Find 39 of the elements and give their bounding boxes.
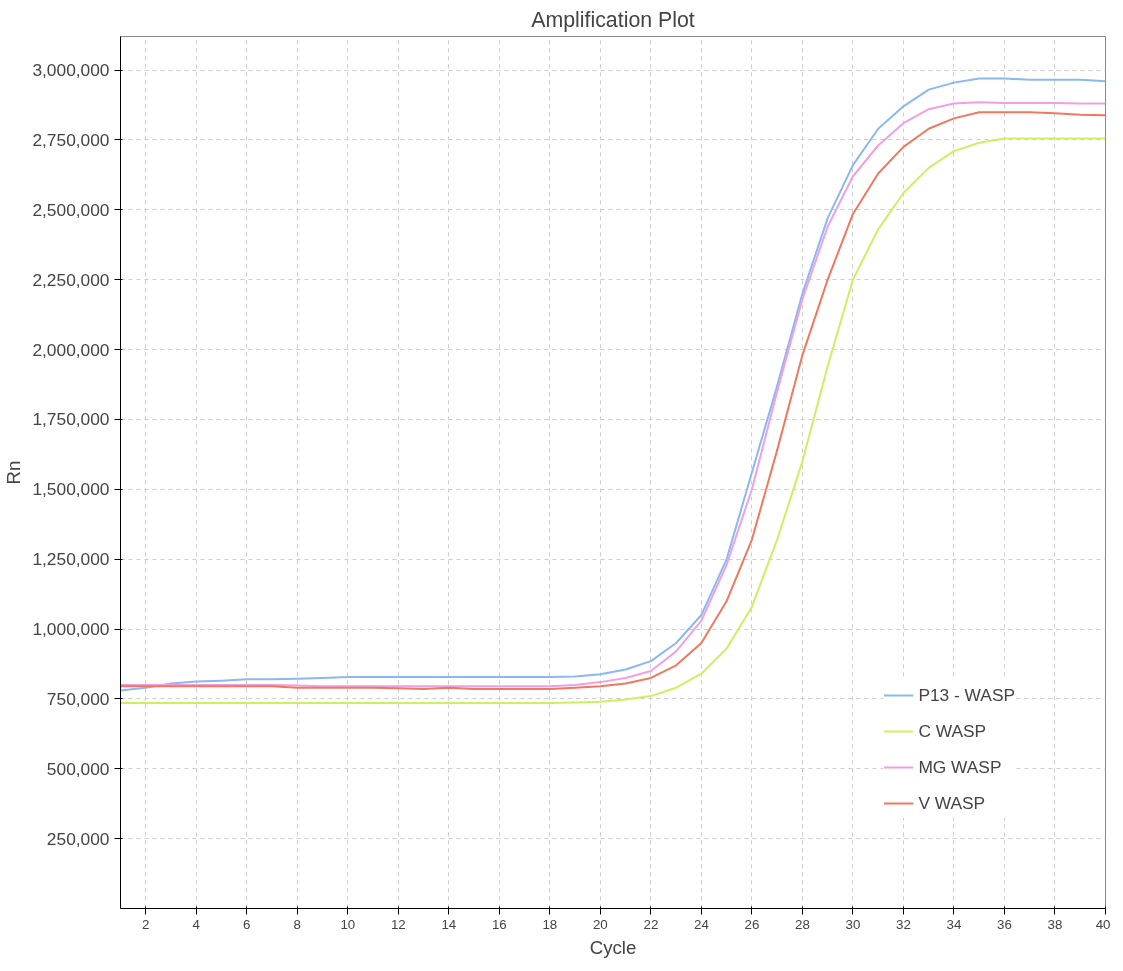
- y-axis-title: Rn: [3, 460, 25, 485]
- x-tick-label: 18: [542, 916, 558, 932]
- x-tick-label: 40: [1095, 916, 1111, 932]
- x-tick-label: 32: [896, 916, 911, 932]
- x-tick-label: 22: [643, 916, 659, 932]
- y-tick-label: 250,000: [46, 828, 110, 849]
- x-tick-label: 30: [845, 916, 861, 932]
- x-tick-label: 26: [744, 916, 760, 932]
- y-tick-label: 3,000,000: [32, 60, 110, 81]
- chart-title: Amplification Plot: [531, 7, 695, 32]
- y-tick-label: 2,500,000: [32, 199, 110, 220]
- x-tick-label: 20: [592, 916, 608, 932]
- x-tick-label: 4: [192, 916, 201, 932]
- legend-label: V WASP: [918, 792, 986, 814]
- legend-label: P13 - WASP: [918, 684, 1015, 706]
- x-tick-label: 8: [293, 916, 302, 932]
- x-tick-label: 36: [997, 916, 1012, 932]
- x-tick-label: 6: [243, 916, 251, 932]
- x-tick-label: 14: [441, 916, 457, 932]
- y-tick-label: 1,000,000: [32, 619, 110, 640]
- x-tick-label: 34: [946, 916, 962, 932]
- y-tick-label: 750,000: [46, 688, 110, 709]
- x-tick-label: 12: [390, 916, 406, 932]
- x-tick-label: 28: [795, 916, 810, 932]
- x-tick-label: 38: [1047, 916, 1063, 932]
- x-tick-label: 2: [142, 916, 150, 932]
- legend-label: MG WASP: [918, 756, 1002, 778]
- y-tick-label: 1,250,000: [32, 549, 110, 570]
- x-tick-label: 24: [693, 916, 710, 932]
- y-tick-label: 500,000: [46, 758, 110, 779]
- y-tick-label: 2,000,000: [32, 339, 110, 360]
- x-tick-label: 16: [491, 916, 507, 932]
- y-tick-label: 1,500,000: [32, 479, 110, 500]
- y-tick-label: 2,750,000: [32, 129, 110, 150]
- x-axis-title: Cycle: [589, 936, 637, 958]
- legend-label: C WASP: [918, 720, 987, 742]
- y-tick-label: 1,750,000: [32, 409, 110, 430]
- y-tick-label: 2,250,000: [32, 269, 110, 290]
- x-tick-label: 10: [340, 916, 356, 932]
